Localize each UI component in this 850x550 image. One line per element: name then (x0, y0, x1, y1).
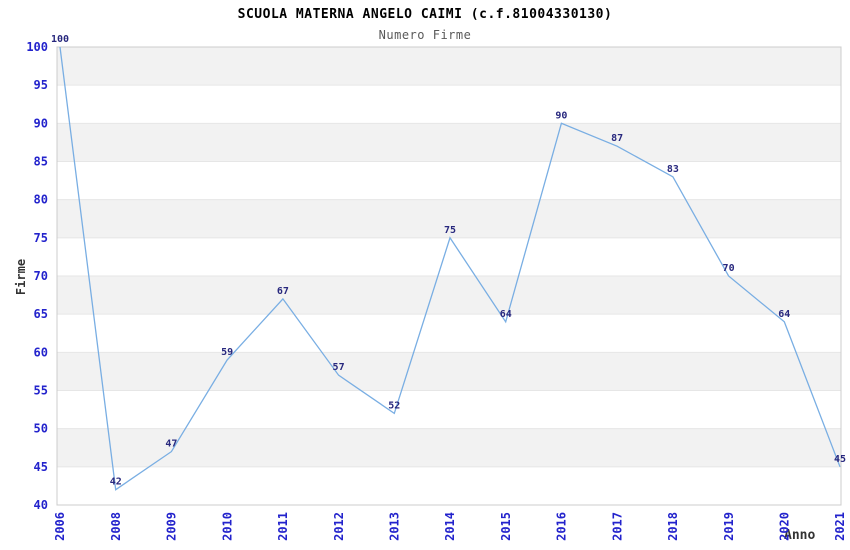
data-point-label: 100 (51, 34, 69, 45)
series-line (59, 46, 841, 491)
y-tick-label: 70 (34, 269, 48, 283)
y-tick-label: 65 (34, 307, 48, 321)
x-tick-label: 2008 (109, 512, 123, 541)
y-tick-label: 60 (34, 345, 48, 359)
x-tick-label: 2016 (555, 512, 569, 541)
grid-band (57, 428, 841, 467)
grid-band (57, 352, 841, 391)
y-tick-label: 50 (34, 422, 48, 436)
y-tick-label: 80 (34, 193, 48, 207)
y-tick-label: 40 (34, 498, 48, 512)
chart-title: SCUOLA MATERNA ANGELO CAIMI (c.f.8100433… (237, 7, 613, 22)
x-axis-title: Anno (784, 528, 816, 543)
plot-border (56, 46, 842, 506)
x-tick-label: 2015 (499, 512, 513, 541)
x-tick-label: 2010 (220, 512, 234, 541)
y-tick-label: 55 (34, 384, 48, 398)
data-point-label: 45 (834, 454, 846, 465)
grid-band (57, 276, 841, 315)
grid-band (57, 123, 841, 162)
data-point-label: 47 (165, 439, 177, 450)
chart-subtitle: Numero Firme (378, 28, 472, 42)
x-tick-label: 2011 (276, 512, 290, 541)
data-point-label: 57 (333, 362, 345, 373)
y-tick-label: 90 (34, 116, 48, 130)
data-point-label: 87 (611, 133, 623, 144)
data-point-label: 67 (277, 286, 289, 297)
x-tick-label: 2021 (833, 512, 847, 541)
x-tick-label: 2013 (387, 512, 401, 541)
data-point-label: 64 (778, 309, 790, 320)
y-tick-label: 100 (26, 40, 48, 54)
y-tick-label: 45 (34, 460, 48, 474)
data-point-label: 75 (444, 225, 456, 236)
data-point-label: 42 (110, 477, 122, 488)
grid-band (57, 47, 841, 86)
data-point-label: 52 (388, 400, 400, 411)
x-tick-label: 2014 (443, 512, 457, 541)
y-tick-label: 75 (34, 231, 48, 245)
x-tick-label: 2019 (722, 512, 736, 541)
grid-band (57, 199, 841, 238)
data-point-label: 64 (500, 309, 512, 320)
data-point-label: 59 (221, 347, 233, 358)
data-point-label: 90 (555, 110, 567, 121)
y-tick-label: 95 (34, 78, 48, 92)
data-point-label: 70 (723, 263, 735, 274)
data-point-label: 83 (667, 164, 679, 175)
x-tick-label: 2018 (666, 512, 680, 541)
x-tick-label: 2009 (165, 512, 179, 541)
x-tick-label: 2017 (610, 512, 624, 541)
x-tick-label: 2012 (332, 512, 346, 541)
y-tick-label: 85 (34, 155, 48, 169)
x-tick-label: 2006 (53, 512, 67, 541)
x-tick-label: 2020 (777, 512, 791, 541)
